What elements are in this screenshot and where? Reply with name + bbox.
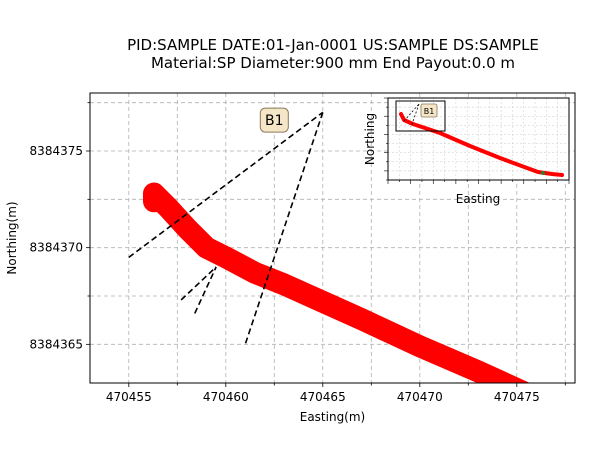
main-plot: 470455 470460 470465 470470 470475 838436583… xyxy=(5,92,576,424)
x-tick-label: 470470 xyxy=(397,390,443,404)
guide-line xyxy=(128,111,324,258)
b1-callout-box xyxy=(259,107,289,133)
guide-line xyxy=(244,112,324,345)
chart-title-line-1: PID:SAMPLE DATE:01-Jan-0001 US:SAMPLE DS… xyxy=(127,36,539,54)
pipe-track-series xyxy=(143,182,531,383)
y-axis-ticks: 8384365 8384370 8384375 xyxy=(30,102,90,351)
inset-b1-callout-box xyxy=(420,103,438,118)
y-tick-label: 8384365 xyxy=(30,337,83,351)
b1-callout: B1 xyxy=(259,107,289,133)
main-plot-content xyxy=(128,111,531,383)
x-axis-ticks: 470455 470460 470465 470470 470475 xyxy=(106,383,566,404)
y-tick-label: 8384375 xyxy=(30,144,83,158)
x-tick-label: 470455 xyxy=(106,390,152,404)
inset-ticks xyxy=(384,97,570,184)
x-axis-label: Easting(m) xyxy=(300,410,366,424)
inset-view-extent-box xyxy=(395,100,446,132)
inset-pipe-line xyxy=(399,112,564,177)
inset-guide-line xyxy=(410,103,420,128)
b1-callout-label: B1 xyxy=(265,113,284,129)
inset-pipe-track xyxy=(399,112,564,177)
inset-end-marker xyxy=(541,171,545,175)
y-axis-label: Northing(m) xyxy=(5,201,19,274)
inset-b1-callout-label: B1 xyxy=(424,107,435,116)
inset-grid xyxy=(388,98,569,180)
overview-inset: B1 Easting Northing xyxy=(363,97,570,206)
inset-y-axis-label: Northing xyxy=(363,113,377,165)
guide-line xyxy=(194,266,217,314)
inset-x-axis-label: Easting xyxy=(456,192,500,206)
main-plot-frame xyxy=(89,92,576,384)
x-tick-label: 470465 xyxy=(300,390,346,404)
guide-line xyxy=(180,266,217,301)
x-tick-label: 470460 xyxy=(203,390,249,404)
y-tick-label: 8384370 xyxy=(30,241,83,255)
chart-title-line-2: Material:SP Diameter:900 mm End Payout:0… xyxy=(151,54,515,72)
x-tick-label: 470475 xyxy=(494,390,540,404)
pipe-track-line xyxy=(143,182,531,383)
guide-lines xyxy=(128,111,324,345)
